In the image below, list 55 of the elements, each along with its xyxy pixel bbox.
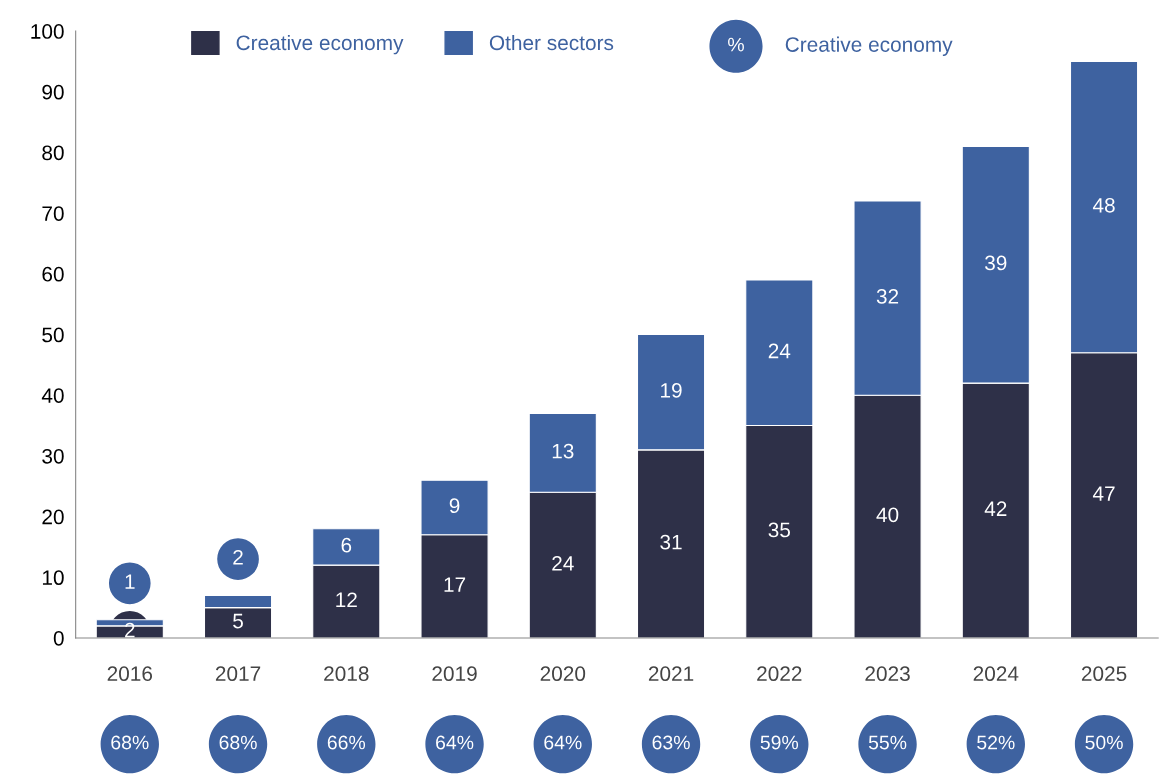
data-label: 24 (552, 555, 574, 571)
x-tick-label: 2018 (324, 666, 369, 682)
data-label: 42 (984, 501, 1007, 516)
data-label: 6 (341, 537, 352, 553)
y-tick-label: 40 (41, 388, 64, 403)
data-label: 5 (233, 613, 243, 629)
text: 64% (544, 735, 582, 750)
data-label: 24 (768, 343, 791, 359)
legend-label: Creative economy (236, 34, 404, 55)
x-tick-label: 2022 (757, 666, 802, 682)
data-label: 31 (660, 534, 682, 550)
text: 63% (652, 735, 690, 750)
x-tick-label: 2024 (973, 666, 1019, 682)
y-tick-label: 10 (42, 570, 64, 586)
data-label: 12 (336, 592, 357, 607)
y-tick-label: 0 (53, 630, 64, 646)
text: 59% (760, 735, 799, 750)
data-label: 35 (768, 522, 791, 538)
y-tick-label: 20 (42, 509, 64, 525)
x-tick-label: 2016 (107, 666, 153, 682)
x-tick-label: 2020 (540, 666, 586, 682)
data-label: 47 (1092, 486, 1115, 501)
data-label: 1 (125, 574, 135, 589)
y-tick-label: 50 (42, 327, 64, 343)
y-tick-label: 90 (42, 84, 64, 100)
annotation: Creative economy (785, 36, 953, 56)
legend-label: Other sectors (489, 34, 614, 51)
text: 68% (111, 735, 149, 750)
y-tick-label: 60 (42, 266, 64, 282)
x-tick-label: 2021 (648, 666, 694, 682)
y-tick-label: 70 (42, 206, 64, 221)
data-label: 17 (444, 577, 466, 592)
y-tick-label: 80 (42, 145, 64, 161)
text: 66% (327, 735, 366, 750)
data-label: 39 (985, 255, 1007, 271)
text: 64% (436, 735, 474, 750)
data-label: 2 (233, 549, 243, 565)
data-label: 40 (876, 507, 899, 523)
data-label: 2 (125, 622, 135, 638)
y-tick-label: 100 (31, 24, 64, 39)
text: 52% (977, 735, 1015, 750)
text: 50% (1085, 735, 1123, 750)
x-tick-label: 2023 (865, 666, 910, 682)
text: 55% (868, 735, 907, 750)
text: 68% (219, 735, 257, 750)
x-tick-label: 2017 (215, 666, 261, 682)
data-label: 32 (876, 288, 899, 304)
data-label: 9 (449, 498, 460, 514)
y-tick-label: 30 (42, 448, 64, 464)
x-tick-label: 2019 (432, 666, 477, 682)
x-tick-label: 2025 (1081, 666, 1127, 682)
data-label: 48 (1092, 197, 1115, 213)
data-label: 19 (661, 383, 682, 398)
data-label: 13 (552, 443, 574, 459)
annotation: % (728, 37, 744, 52)
